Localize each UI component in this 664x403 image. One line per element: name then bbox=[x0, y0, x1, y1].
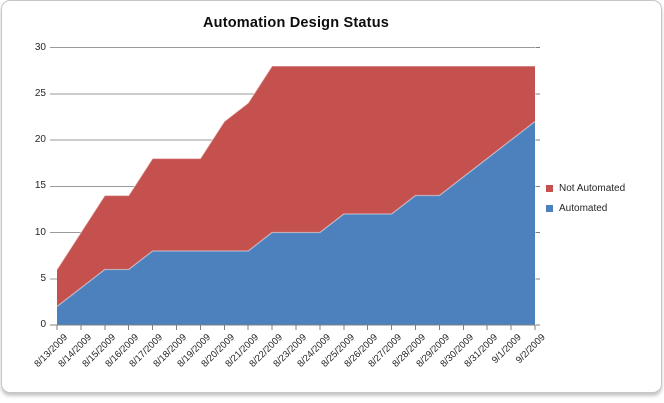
area-automated-edge bbox=[56, 121, 536, 307]
area-not-automated-edge bbox=[56, 65, 535, 270]
y-tick-label: 15 bbox=[34, 180, 46, 192]
y-tick-label: 0 bbox=[40, 319, 46, 330]
legend-item-not-automated: Not Automated bbox=[546, 183, 625, 194]
y-tick-label: 20 bbox=[34, 134, 46, 145]
legend-swatch-not-automated-icon bbox=[546, 185, 553, 192]
area-automated bbox=[57, 121, 535, 325]
y-tick-label: 5 bbox=[40, 272, 46, 284]
legend-swatch-automated-icon bbox=[546, 205, 553, 212]
area-not-automated bbox=[57, 66, 535, 307]
legend-item-automated: Automated bbox=[546, 203, 625, 214]
y-tick-label: 30 bbox=[34, 41, 46, 53]
y-tick-label: 10 bbox=[34, 226, 46, 238]
legend-label-not-automated: Not Automated bbox=[559, 183, 626, 194]
legend: Not Automated Automated bbox=[546, 183, 625, 223]
chart-title: Automation Design Status bbox=[202, 15, 390, 31]
legend-label-automated: Automated bbox=[559, 203, 608, 214]
y-tick-label: 25 bbox=[34, 87, 46, 99]
